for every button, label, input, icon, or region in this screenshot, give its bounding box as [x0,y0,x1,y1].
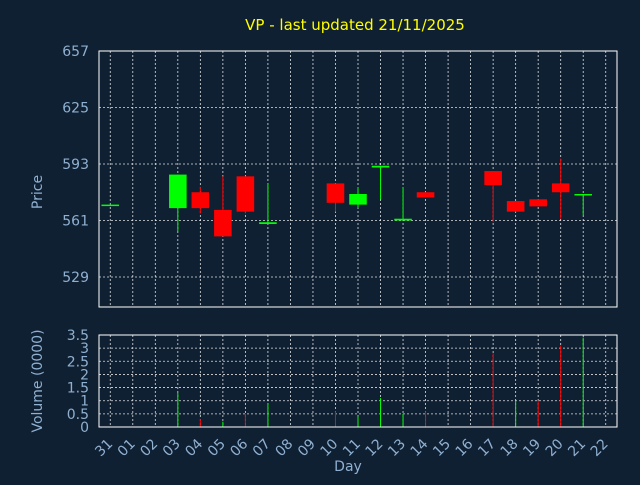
candle-17 [484,171,502,223]
volume-y-tick-label: 3.5 [67,328,89,344]
x-tick-label: 13 [385,436,409,460]
candle-body [214,209,232,237]
candle-05 [214,176,232,237]
x-tick-label: 01 [115,436,139,460]
candle-body [191,192,210,209]
candle-body [349,194,367,205]
volume-bars [177,337,584,427]
x-tick-label: 20 [543,436,567,460]
price-plot-frame [98,50,618,308]
x-tick-label: 03 [160,436,184,460]
x-tick-label: 19 [520,436,544,460]
candle-04 [191,186,210,214]
volume-y-axis-label: Volume (0000) [30,329,46,432]
candle-31 [101,204,120,207]
candle-body [394,218,412,221]
price-y-tick-label: 657 [62,44,89,60]
x-tick-label: 15 [430,436,454,460]
price-y-tick-label: 593 [62,157,89,173]
volume-y-tick-label: 1 [80,394,89,410]
x-tick-labels: 3101020304050607080910111213141516171819… [92,436,611,460]
x-tick-label: 17 [475,436,499,460]
x-tick-label: 06 [227,436,251,460]
x-tick-label: 31 [92,436,116,460]
candle-11 [349,186,367,209]
x-tick-label: 18 [498,436,522,460]
x-axis-label: Day [334,459,362,475]
x-tick-label: 10 [318,436,342,460]
volume-y-tick-label: 1.5 [67,381,89,397]
candle-body [506,201,525,212]
x-tick-label: 09 [295,436,319,460]
candle-19 [529,199,547,207]
x-tick-label: 08 [272,436,296,460]
price-y-tick-label: 529 [62,270,89,286]
x-tick-label: 22 [588,436,612,460]
candle-body [574,194,593,196]
volume-plot-frame [98,334,618,428]
candle-body [259,222,277,225]
candle-10 [326,183,345,212]
volume-y-tick-label: 0.5 [67,407,89,423]
candle-body [169,174,187,209]
x-tick-label: 14 [408,436,432,460]
candle-13 [394,186,412,221]
volume-y-tick-label: 3 [80,341,89,357]
x-tick-label: 16 [453,436,477,460]
candle-03 [169,174,187,232]
candle-body [529,199,547,207]
candle-20 [551,158,570,219]
chart-title: VP - last updated 21/11/2025 [245,16,465,34]
candle-21 [574,194,593,216]
candle-body [371,165,390,168]
candle-body [551,183,570,193]
candle-body [326,183,345,203]
candle-body [416,192,435,198]
x-tick-label: 21 [565,436,589,460]
volume-y-tick-label: 0 [80,420,89,436]
candle-body [236,176,255,212]
candle-body [484,171,502,186]
candle-18 [506,201,525,212]
volume-y-tick-labels: 00.511.522.533.5 [67,328,89,436]
volume-y-tick-label: 2 [80,367,89,383]
x-tick-label: 12 [363,436,387,460]
x-tick-label: 02 [137,436,161,460]
price-y-tick-labels: 529 561 593 625 657 [62,44,89,286]
price-y-axis-label: Price [30,175,46,209]
candles [101,158,593,237]
volume-y-tick-label: 2.5 [67,354,89,370]
candle-07 [259,183,277,225]
volume-grid [99,334,617,428]
candle-body [101,204,120,207]
x-tick-label: 05 [205,436,229,460]
x-tick-label: 11 [340,436,364,460]
x-tick-label: 07 [250,436,274,460]
candle-14 [416,192,435,198]
candle-06 [236,176,255,214]
price-y-tick-label: 561 [62,213,89,229]
price-y-tick-label: 625 [62,100,89,116]
candle-12 [371,165,390,200]
x-tick-label: 04 [182,436,206,460]
